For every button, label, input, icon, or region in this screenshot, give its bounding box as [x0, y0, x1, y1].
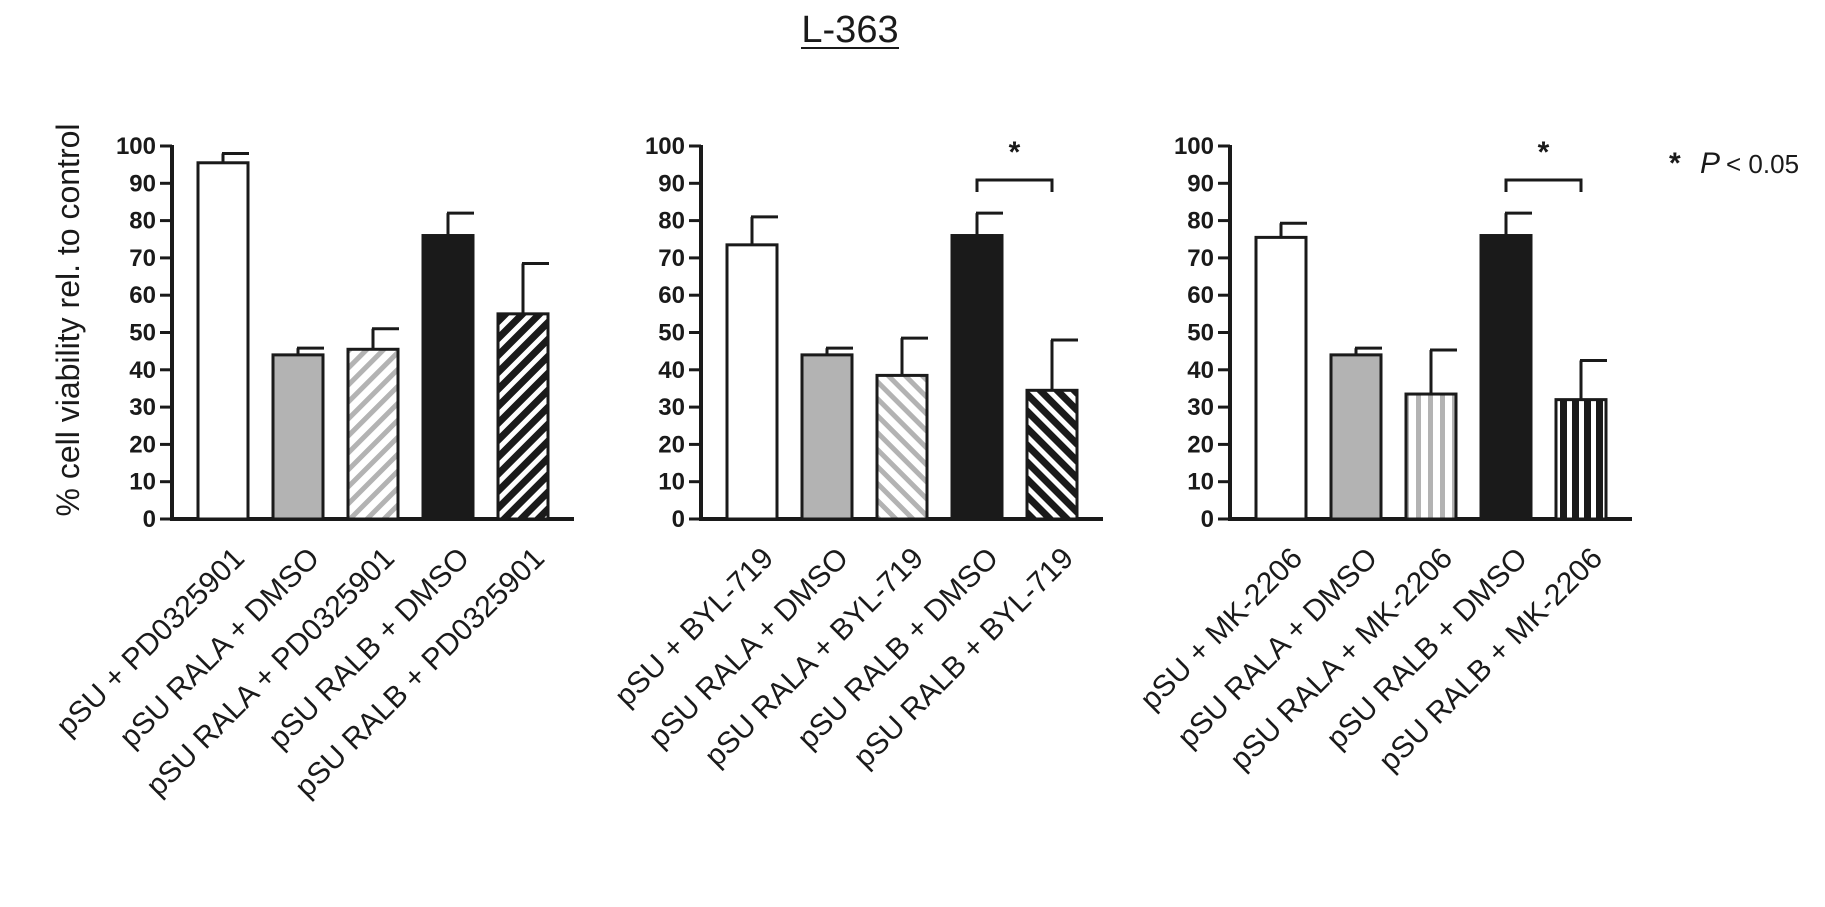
y-tick-label: 0: [672, 506, 685, 533]
bar: [1254, 235, 1308, 521]
significance-star: *: [1009, 136, 1021, 169]
y-tick-label: 80: [658, 208, 685, 235]
bar: [271, 353, 325, 521]
y-tick-label: 10: [129, 469, 156, 496]
y-tick-label: 80: [1187, 208, 1214, 235]
y-tick-label: 50: [1187, 320, 1214, 347]
y-tick-label: 30: [658, 394, 685, 421]
y-tick-label: 0: [1201, 506, 1214, 533]
significance-star: *: [1538, 136, 1550, 169]
y-tick-label: 50: [658, 320, 685, 347]
y-tick-label: 90: [1187, 170, 1214, 197]
bar: [346, 347, 400, 521]
legend-p-threshold: < 0.05: [1726, 149, 1799, 179]
y-tick-label: 10: [1187, 469, 1214, 496]
y-tick-label: 40: [658, 357, 685, 384]
y-tick-label: 90: [658, 170, 685, 197]
legend-star: *: [1669, 147, 1681, 180]
legend-p-italic: P: [1700, 147, 1720, 180]
y-tick-label: 90: [129, 170, 156, 197]
bar: [725, 243, 779, 521]
y-tick-label: 0: [143, 506, 156, 533]
bar: [1479, 234, 1533, 521]
y-tick-label: 70: [1187, 245, 1214, 272]
bar: [1025, 388, 1079, 521]
y-tick-label: 40: [129, 357, 156, 384]
significance-legend: * P < 0.05: [1669, 147, 1799, 180]
bar: [196, 161, 250, 521]
bar: [1329, 353, 1383, 521]
y-tick-label: 10: [658, 469, 685, 496]
y-tick-label: 100: [116, 133, 156, 160]
bar: [1554, 398, 1608, 521]
y-tick-label: 80: [129, 208, 156, 235]
y-tick-label: 100: [1174, 133, 1214, 160]
y-tick-label: 50: [129, 320, 156, 347]
y-tick-label: 60: [129, 282, 156, 309]
y-tick-label: 60: [1187, 282, 1214, 309]
y-tick-label: 100: [645, 133, 685, 160]
y-tick-label: 60: [658, 282, 685, 309]
significance-bracket: [1504, 178, 1583, 192]
y-tick-label: 20: [658, 431, 685, 458]
y-tick-label: 70: [129, 245, 156, 272]
bar: [496, 312, 550, 521]
y-axis-label: % cell viability rel. to control: [50, 123, 86, 516]
y-tick-label: 30: [129, 394, 156, 421]
bar: [875, 373, 929, 521]
bar: [800, 353, 854, 521]
bar: [950, 234, 1004, 521]
bar: [421, 234, 475, 521]
y-tick-label: 70: [658, 245, 685, 272]
y-tick-label: 20: [129, 431, 156, 458]
y-tick-label: 30: [1187, 394, 1214, 421]
figure-title: L-363: [801, 9, 898, 51]
y-tick-label: 20: [1187, 431, 1214, 458]
legend-p-value: P < 0.05: [1700, 147, 1799, 180]
significance-bracket: [975, 178, 1054, 192]
bar: [1404, 392, 1458, 521]
y-tick-label: 40: [1187, 357, 1214, 384]
